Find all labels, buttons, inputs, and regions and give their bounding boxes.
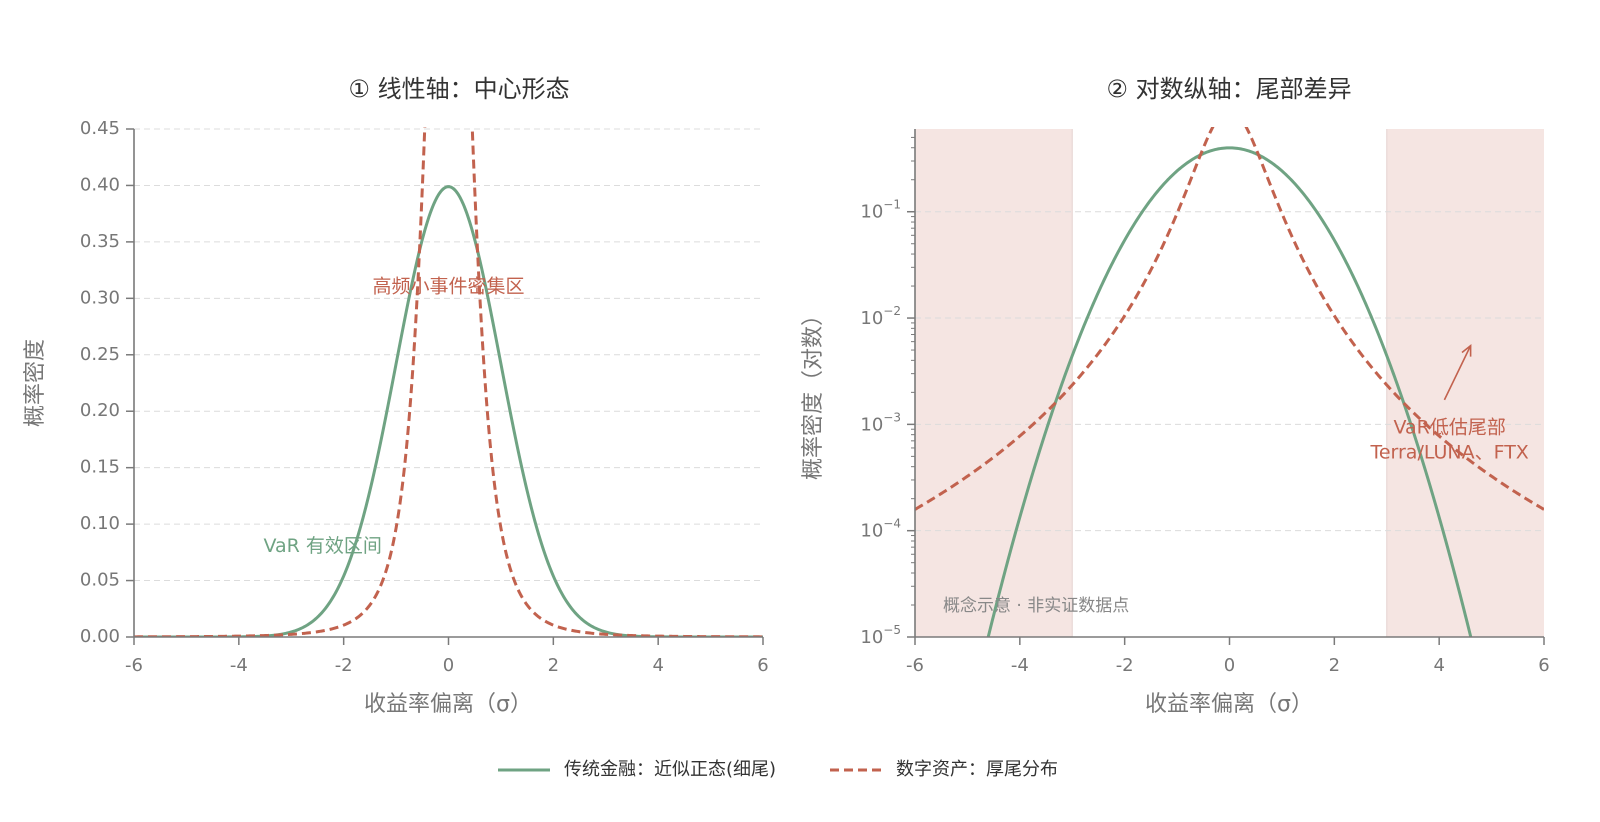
x-tick-label-3: 0 — [443, 655, 454, 676]
chart-right: ② 对数纵轴：尾部差异 10−5 10−4 10−3 10−2 10−1 -6 -4 -2 0 2… — [801, 75, 1550, 717]
y-tick-label-2: 0.10 — [80, 513, 120, 534]
y-tick-label-0: 0.00 — [80, 626, 120, 647]
chart-right-note: 概念示意 · 非实证数据点 — [943, 595, 1129, 616]
chart-left-title: ① 线性轴：中心形态 — [348, 75, 569, 103]
x-tick-label-6: 6 — [1538, 655, 1549, 676]
chart-right-series-normal-line — [986, 146, 1473, 637]
chart-left-x-axis-label: 收益率偏离（σ） — [364, 692, 532, 717]
x-tick-label-0: -6 — [906, 655, 924, 676]
x-tick-label-0: -6 — [125, 655, 143, 676]
x-tick-label-3: 0 — [1224, 655, 1235, 676]
chart-left: ① 线性轴：中心形态 0.000.050.100.150.200.250.300… — [23, 75, 769, 717]
chart-left-annotation-high-freq: 高频小事件密集区 — [372, 276, 524, 298]
chart-right-y-axis-label: 概率密度（对数） — [801, 304, 826, 480]
y-tick-label-3: 10−2 — [860, 304, 901, 329]
x-tick-label-6: 6 — [757, 655, 768, 676]
shaded-tail-region-0 — [915, 129, 1073, 637]
chart-right-annotation-arrow — [1443, 345, 1472, 401]
y-tick-label-7: 0.35 — [80, 231, 120, 252]
legend-label-normal: 传统金融：近似正态(细尾) — [564, 759, 776, 780]
chart-left-series-fat-tail-line — [134, 127, 763, 637]
y-tick-label-0: 10−5 — [860, 623, 901, 648]
chart-right-title: ② 对数纵轴：尾部差异 — [1106, 75, 1351, 103]
y-tick-label-6: 0.30 — [80, 287, 120, 308]
y-tick-label-9: 0.45 — [80, 118, 120, 139]
x-tick-label-5: 4 — [652, 655, 663, 676]
y-tick-label-1: 0.05 — [80, 570, 120, 591]
y-tick-label-1: 10−4 — [860, 517, 901, 542]
y-tick-label-5: 0.25 — [80, 344, 120, 365]
y-tick-label-2: 10−3 — [860, 410, 901, 435]
x-tick-label-2: -2 — [335, 655, 353, 676]
chart-left-annotation-var-range: VaR 有效区间 — [263, 535, 381, 557]
chart-right-annotation-events: Terra/LUNA、FTX — [1369, 441, 1528, 463]
chart-left-grid — [134, 128, 763, 582]
y-tick-label-3: 0.15 — [80, 457, 120, 478]
chart-left-y-axis-label: 概率密度 — [23, 339, 48, 427]
y-tick-label-8: 0.40 — [80, 174, 120, 195]
legend: 传统金融：近似正态(细尾) 数字资产：厚尾分布 — [498, 759, 1058, 780]
x-tick-label-4: 2 — [1329, 655, 1340, 676]
shaded-tail-region-1 — [1386, 129, 1544, 637]
y-tick-label-4: 10−1 — [860, 198, 901, 223]
x-tick-label-2: -2 — [1116, 655, 1134, 676]
chart-right-lines — [915, 127, 1544, 637]
legend-label-fat-tail: 数字资产：厚尾分布 — [896, 759, 1058, 780]
chart-right-grid — [915, 211, 1544, 532]
chart-right-shaded-tails — [915, 129, 1544, 637]
chart-right-annotation-var-underestimate: VaR低估尾部 — [1393, 417, 1505, 439]
chart-right-axes: 10−5 10−4 10−3 10−2 10−1 -6 -4 -2 0 2 4 6 — [860, 129, 1550, 676]
x-tick-label-5: 4 — [1433, 655, 1444, 676]
x-tick-label-1: -4 — [230, 655, 248, 676]
y-tick-label-4: 0.20 — [80, 400, 120, 421]
x-tick-label-1: -4 — [1011, 655, 1029, 676]
chart-left-series-normal-line — [134, 185, 763, 637]
chart-right-annotation-arrowhead — [1461, 343, 1472, 357]
x-tick-label-4: 2 — [548, 655, 559, 676]
chart-right-x-axis-label: 收益率偏离（σ） — [1145, 692, 1313, 717]
chart-right-series-fat-tail-line — [915, 127, 1544, 511]
chart-left-axes: 0.00 0.05 0.10 0.15 0.20 0.25 0.30 0.35 0.40 0.45… — [80, 118, 769, 676]
